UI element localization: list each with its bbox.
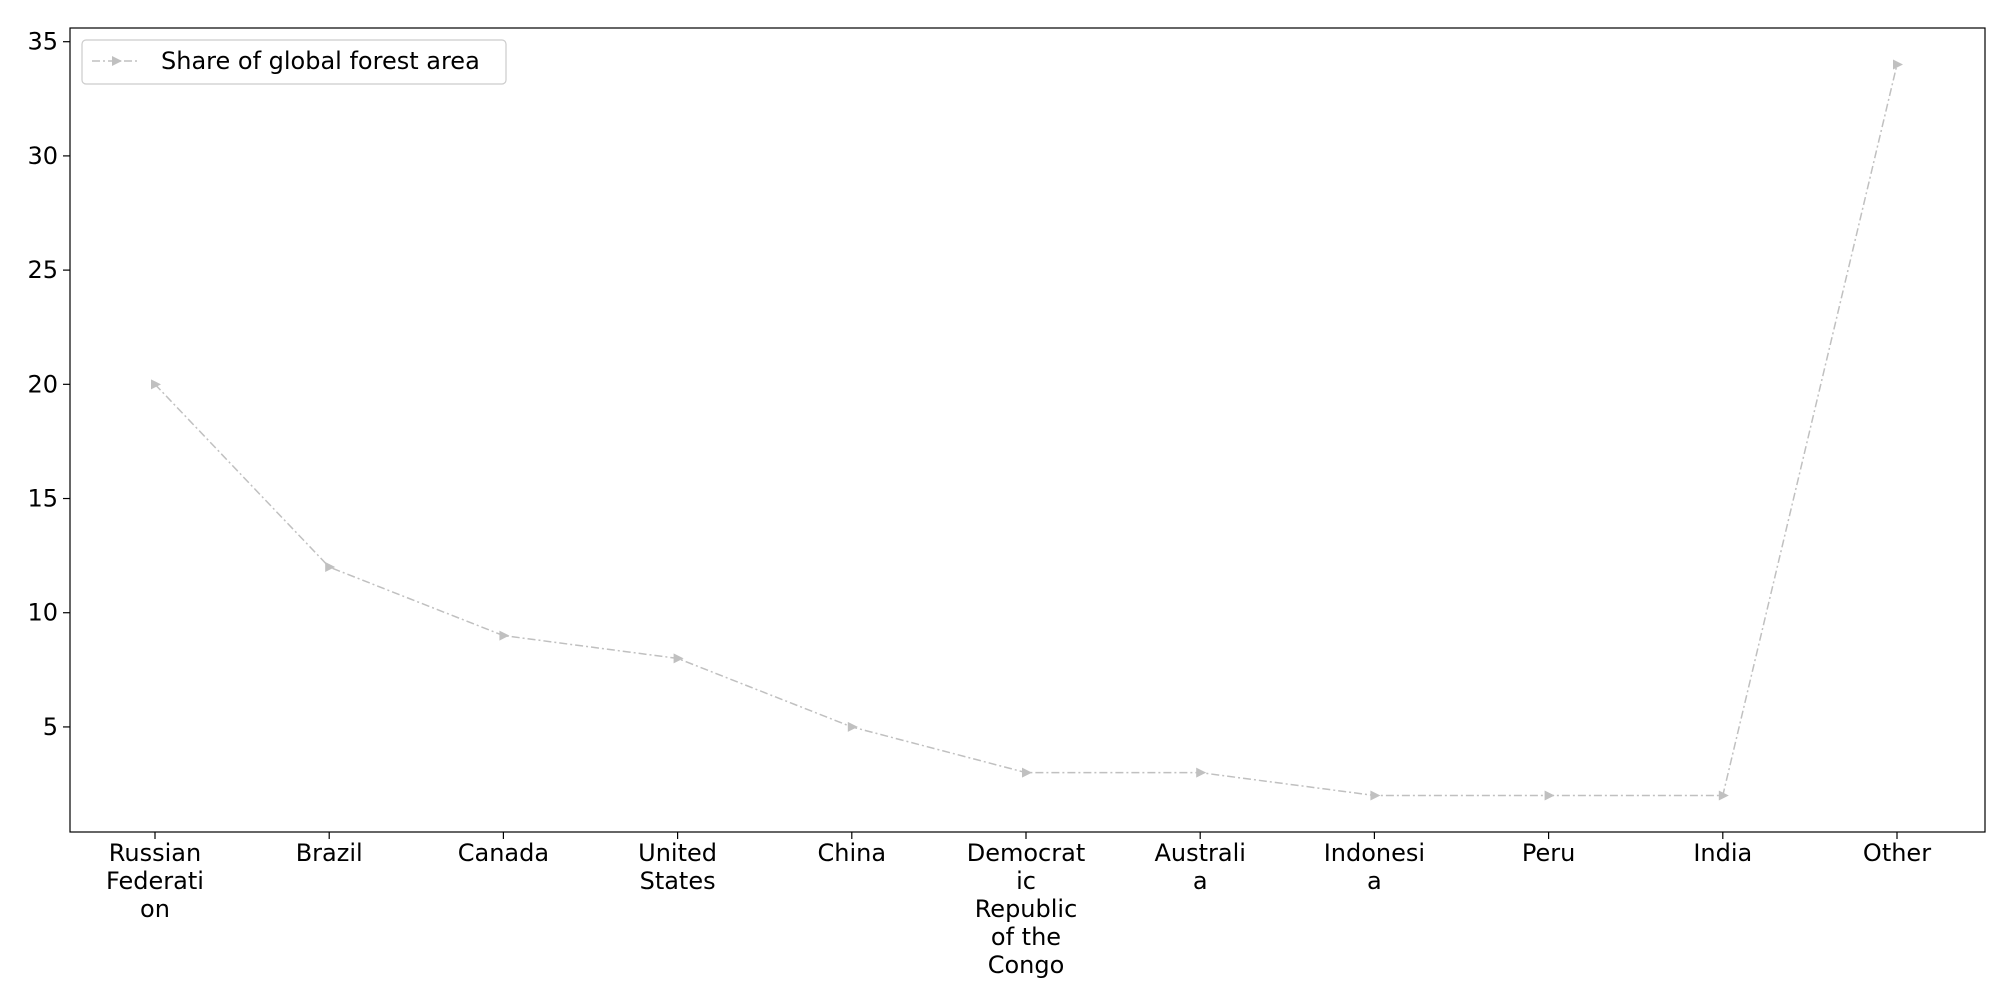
x-tick-label-line: China (818, 839, 887, 867)
x-tick-label: India (1693, 839, 1752, 867)
x-tick-label-line: Other (1863, 839, 1931, 867)
x-tick-label: United States (638, 839, 717, 895)
x-tick-label-line: ic (1016, 867, 1036, 895)
y-tick-label: 15 (27, 485, 58, 513)
legend-box (81, 39, 507, 85)
x-tick-label: Peru (1522, 839, 1575, 867)
data-point-marker (847, 721, 858, 732)
data-point-marker (499, 630, 510, 641)
x-tick-label-line: India (1693, 839, 1752, 867)
x-tick-label: Democrat ic Republic of the Congo (967, 839, 1086, 979)
x-tick-label-line: Republic (975, 895, 1078, 923)
x-tick-label-line: a (1193, 867, 1208, 895)
data-point-marker (673, 653, 684, 664)
x-tick-label-line: Indonesi (1324, 839, 1425, 867)
data-point-marker (1544, 790, 1555, 801)
x-tick-label: Indonesi a (1324, 839, 1425, 895)
y-tick-label: 25 (27, 256, 58, 284)
series-line (154, 64, 1898, 797)
x-tick-label-line: Democrat (967, 839, 1086, 867)
x-tick-label-line: Australi (1154, 839, 1245, 867)
legend: Share of global forest area (81, 39, 507, 85)
x-tick-label: Brazil (296, 839, 363, 867)
x-tick-label-line: United (638, 839, 717, 867)
data-point-marker (1196, 767, 1207, 778)
legend-label: Share of global forest area (161, 47, 480, 75)
x-tick-label: Canada (458, 839, 549, 867)
x-tick-label-line: Peru (1522, 839, 1575, 867)
x-tick-label-line: of the (991, 923, 1061, 951)
legend-marker-icon (112, 56, 122, 66)
axis-ticks: 5 10 15 20 25 30 35 Russian Federati on Brazil Cana… (27, 28, 1931, 979)
plot-frame (69, 27, 1986, 833)
y-tick-label: 10 (27, 599, 58, 627)
y-tick-label: 20 (27, 370, 58, 398)
x-tick-label-line: States (640, 867, 716, 895)
data-point-marker (1718, 790, 1729, 801)
x-tick-label: Australi a (1154, 839, 1245, 895)
x-tick-label-line: Russian (109, 839, 201, 867)
x-tick-label-line: on (140, 895, 170, 923)
data-point-marker (325, 562, 336, 573)
data-point-marker (151, 379, 161, 390)
x-tick-label-line: Federati (106, 867, 204, 895)
x-tick-label-line: Congo (988, 951, 1065, 979)
x-tick-label-line: Canada (458, 839, 549, 867)
x-tick-label: Other (1863, 839, 1931, 867)
y-tick-label: 30 (27, 142, 58, 170)
y-tick-label: 5 (43, 713, 58, 741)
data-point-marker (1370, 790, 1381, 801)
x-tick-label-line: Brazil (296, 839, 363, 867)
x-tick-label-line: a (1367, 867, 1382, 895)
x-tick-label: China (818, 839, 887, 867)
series-layer (151, 59, 1903, 801)
y-tick-label: 35 (27, 28, 58, 56)
data-point-marker (1022, 767, 1032, 778)
data-point-marker (1893, 59, 1903, 70)
x-tick-label: Russian Federati on (106, 839, 204, 923)
